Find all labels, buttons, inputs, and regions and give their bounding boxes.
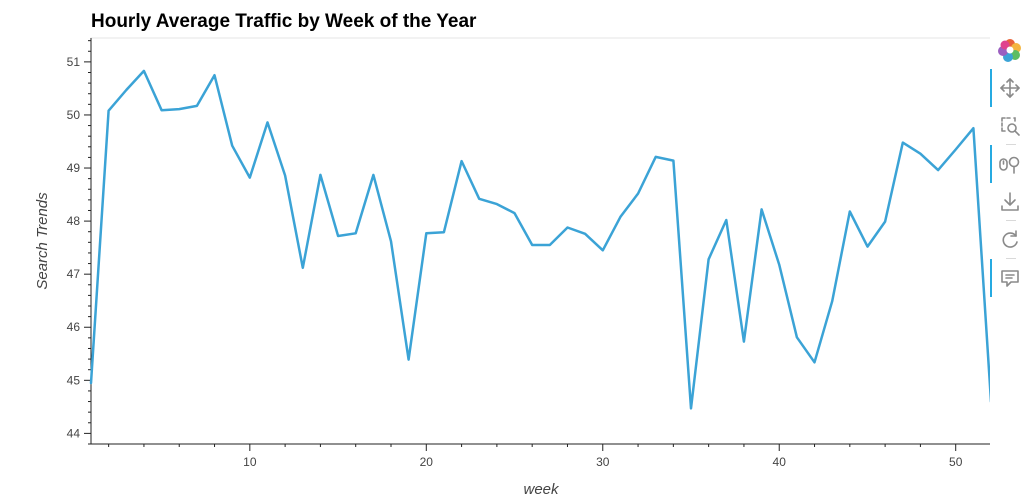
y-tick-label: 48 (67, 214, 81, 228)
x-tick-label: 40 (773, 455, 787, 469)
series-line (89, 69, 990, 410)
toolbar-divider (1006, 220, 1016, 221)
y-tick-label: 44 (67, 426, 81, 440)
plot-frame (90, 37, 990, 445)
hover-active-indicator (990, 259, 992, 297)
wheel-zoom-icon[interactable] (996, 150, 1024, 178)
hover-icon[interactable] (996, 264, 1024, 292)
wheel-zoom-active-indicator (990, 145, 992, 183)
x-tick-label: 10 (243, 455, 257, 469)
box-zoom-icon[interactable] (996, 112, 1024, 140)
chart-toolbar (990, 36, 1030, 306)
y-tick-label: 50 (67, 108, 81, 122)
pan-icon[interactable] (996, 74, 1024, 102)
x-axis-label: week (523, 481, 560, 498)
toolbar-divider (1006, 258, 1016, 259)
toolbar-divider (1006, 144, 1016, 145)
bokeh-logo-icon[interactable] (996, 36, 1024, 64)
y-tick-label: 51 (67, 55, 81, 69)
x-tick-label: 50 (949, 455, 963, 469)
y-tick-label: 45 (67, 373, 81, 387)
save-icon[interactable] (996, 188, 1024, 216)
y-tick-label: 46 (67, 320, 81, 334)
y-axis-label: Search Trends (34, 192, 51, 290)
chart-title: Hourly Average Traffic by Week of the Ye… (91, 11, 477, 32)
x-axis: 10 20 30 40 50 (91, 443, 990, 469)
reset-icon[interactable] (996, 226, 1024, 254)
pan-active-indicator (990, 69, 992, 107)
x-tick-label: 30 (596, 455, 610, 469)
line-chart: Hourly Average Traffic by Week of the Ye… (34, 11, 990, 498)
y-tick-label: 49 (67, 161, 81, 175)
series-layer (89, 69, 990, 410)
x-tick-label: 20 (420, 455, 434, 469)
y-axis: 44 45 46 47 48 49 50 51 (67, 38, 92, 445)
y-tick-label: 47 (67, 267, 81, 281)
